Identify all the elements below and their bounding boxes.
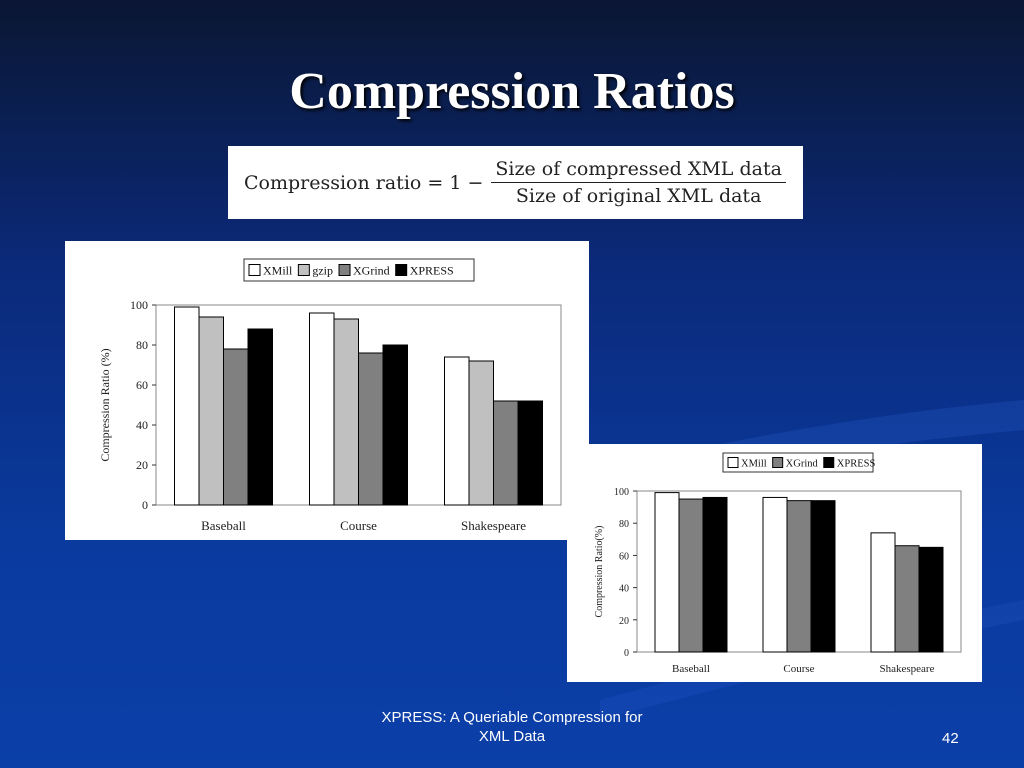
- legend-label-xmill: XMill: [263, 263, 293, 277]
- y-tick-label: 40: [619, 584, 629, 595]
- y-tick-label: 60: [619, 551, 629, 562]
- y-tick-label: 80: [619, 519, 629, 530]
- legend-swatch-xpress: [395, 264, 408, 276]
- y-tick-label: 100: [130, 298, 148, 312]
- y-axis-label: Compression Ratio(%): [594, 526, 605, 618]
- legend-label-xgrind: XGrind: [353, 263, 390, 277]
- bar-xpress-baseball: [702, 496, 728, 653]
- legend: XMill XGrind XPRESS: [722, 452, 876, 473]
- bar-xgrind-course: [786, 500, 812, 653]
- chart-2: 0 20 40 60 80 100 Compression Ratio(%) Baseball…: [594, 452, 962, 675]
- bar-xmill-baseball: [174, 306, 200, 506]
- legend-swatch-xgrind: [338, 264, 351, 276]
- legend-label-xpress: XPRESS: [410, 263, 454, 277]
- bar-gzip-baseball: [198, 316, 224, 506]
- x-category-label: Shakespeare: [461, 518, 526, 533]
- bar-gzip-course: [333, 318, 359, 506]
- x-category-label: Baseball: [201, 518, 246, 533]
- formula-lhs: Compression ratio = 1 −: [244, 171, 484, 194]
- legend-box: [722, 452, 874, 473]
- bar-xgrind-course: [358, 352, 384, 506]
- legend-swatch-xgrind: [772, 457, 784, 468]
- y-tick-label: 60: [136, 378, 148, 392]
- bar-xpress-course: [382, 344, 408, 506]
- bar-xgrind-baseball: [678, 498, 704, 653]
- y-tick-label: 0: [624, 648, 629, 659]
- legend-label-xmill: XMill: [741, 458, 767, 469]
- footer: XPRESS: A Queriable Compression for XML …: [352, 708, 672, 746]
- bar-xpress-shakespeare: [918, 546, 944, 653]
- chart-panel-1: 0 20 40 60 80 100 Compression Ratio (%) Basebal…: [65, 241, 589, 540]
- x-category-label: Course: [340, 518, 377, 533]
- x-category-label: Baseball: [672, 663, 710, 675]
- bar-xmill-course: [762, 496, 788, 653]
- footer-line-1: XPRESS: A Queriable Compression for: [381, 709, 643, 726]
- y-tick-label: 40: [136, 418, 148, 432]
- y-tick-label: 0: [142, 498, 148, 512]
- bar-xmill-course: [309, 312, 335, 506]
- bar-xgrind-shakespeare: [493, 400, 519, 506]
- legend-swatch-xmill: [727, 457, 739, 468]
- legend-label-gzip: gzip: [312, 263, 333, 277]
- bar-xmill-baseball: [654, 492, 680, 653]
- bar-gzip-shakespeare: [468, 360, 494, 506]
- y-tick-label: 20: [136, 458, 148, 472]
- x-category-label: Course: [783, 663, 814, 675]
- chart-panel-2: 0 20 40 60 80 100 Compression Ratio(%) Baseball…: [567, 444, 982, 682]
- y-tick-label: 20: [619, 616, 629, 627]
- legend: XMill gzip XGrind XPRESS: [243, 258, 475, 282]
- y-tick-label: 100: [614, 487, 629, 498]
- x-category-label: Shakespeare: [880, 663, 935, 675]
- formula-numerator: Size of compressed XML data: [491, 158, 786, 183]
- formula-denominator: Size of original XML data: [515, 185, 762, 207]
- bar-xpress-baseball: [247, 328, 273, 506]
- legend-swatch-xmill: [248, 264, 261, 276]
- page-number: 42: [942, 730, 959, 747]
- bar-xgrind-shakespeare: [894, 545, 920, 653]
- bar-xpress-shakespeare: [517, 400, 543, 506]
- legend-swatch-gzip: [297, 264, 310, 276]
- chart-1: 0 20 40 60 80 100 Compression Ratio (%) Basebal…: [98, 258, 562, 533]
- slide-title: Compression Ratios: [289, 63, 735, 120]
- legend-label-xpress: XPRESS: [837, 458, 876, 469]
- bar-xpress-course: [810, 500, 836, 653]
- formula-fraction: Size of compressed XML data Size of orig…: [491, 158, 786, 207]
- compression-ratio-formula: Compression ratio = 1 − Size of compress…: [228, 146, 803, 219]
- y-tick-label: 80: [136, 338, 148, 352]
- legend-label-xgrind: XGrind: [786, 458, 819, 469]
- footer-line-2: XML Data: [478, 728, 546, 745]
- bar-xgrind-baseball: [223, 348, 249, 506]
- bar-xmill-shakespeare: [444, 356, 470, 506]
- y-axis-label: Compression Ratio (%): [98, 348, 112, 461]
- legend-swatch-xpress: [823, 457, 835, 468]
- bar-xmill-shakespeare: [870, 532, 896, 653]
